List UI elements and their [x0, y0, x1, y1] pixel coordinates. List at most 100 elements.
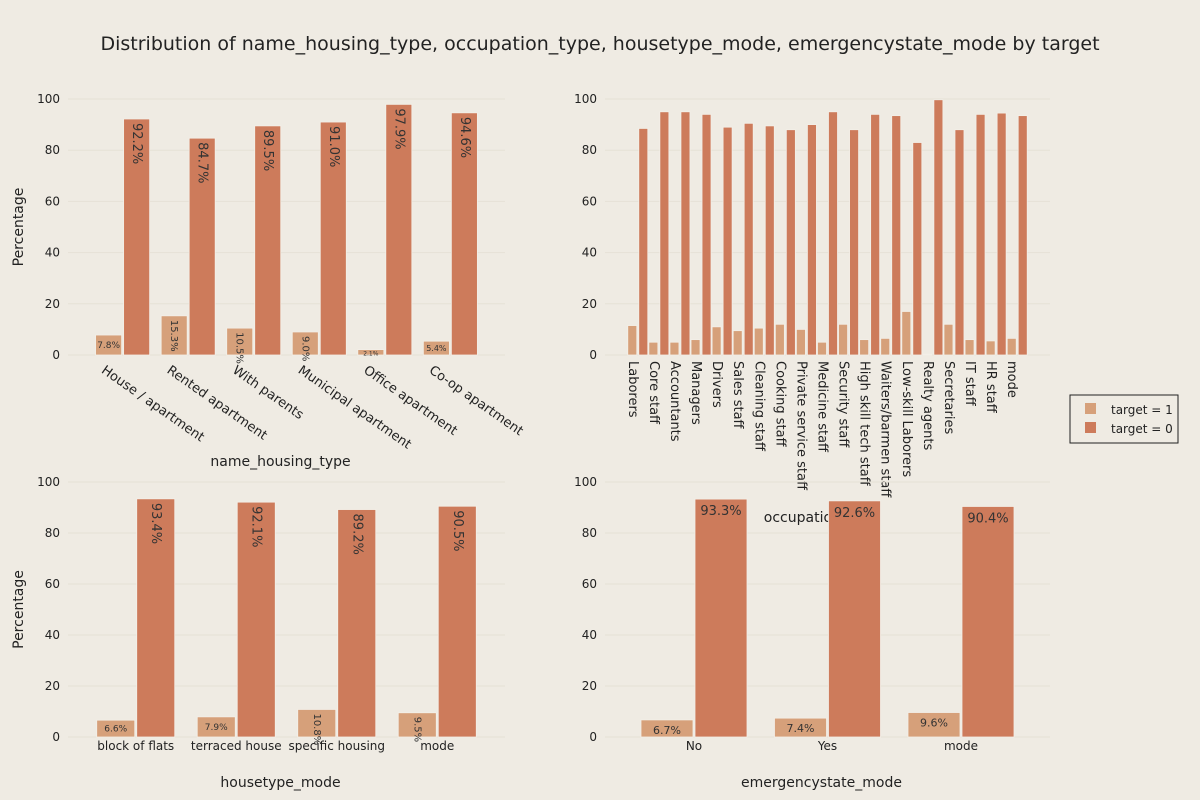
x-tick-label: HR staff — [983, 361, 998, 414]
data-label: 2.1% — [363, 350, 379, 357]
bar-target-0 — [236, 501, 276, 738]
legend-label-target-1: target = 1 — [1111, 403, 1173, 417]
data-label: 5.4% — [426, 344, 447, 353]
x-tick-label: Core staff — [646, 361, 661, 425]
data-label: 92.2% — [129, 123, 144, 164]
bar-target-1 — [291, 331, 319, 356]
data-label: 10.5% — [234, 332, 245, 364]
y-axis-title: Percentage — [11, 188, 27, 267]
bar-target-1 — [648, 341, 659, 356]
data-label: 92.1% — [249, 506, 264, 547]
data-label: 9.0% — [299, 336, 310, 361]
x-axis-title: name_housing_type — [210, 454, 350, 470]
legend-label-target-0: target = 0 — [1111, 422, 1173, 436]
y-tick-label: 40 — [582, 246, 597, 260]
bar-target-0 — [954, 129, 965, 356]
data-label: 15.3% — [168, 320, 179, 352]
bar-target-1 — [922, 353, 933, 356]
bar-target-1 — [226, 327, 254, 356]
y-tick-label: 60 — [582, 577, 597, 591]
x-tick-label: Waiters/barmen staff — [878, 361, 893, 498]
y-tick-label: 100 — [37, 475, 60, 489]
bar-target-1 — [838, 323, 848, 356]
x-tick-label: Laborers — [625, 361, 640, 418]
y-tick-label: 0 — [52, 348, 60, 362]
bar-target-0 — [870, 113, 881, 356]
y-tick-label: 60 — [582, 194, 597, 208]
bar-target-0 — [807, 124, 817, 356]
y-tick-label: 100 — [574, 475, 597, 489]
bar-target-0 — [188, 137, 216, 356]
x-tick-label: Secretaries — [941, 361, 956, 434]
bar-target-0 — [450, 112, 478, 356]
bar-target-0 — [764, 125, 775, 356]
legend-swatch-target-1 — [1085, 403, 1096, 414]
y-tick-label: 0 — [589, 348, 597, 362]
bar-target-1 — [669, 341, 680, 356]
bar-target-0 — [828, 500, 881, 738]
bar-target-0 — [785, 129, 796, 356]
x-tick-label: Sales staff — [730, 361, 745, 430]
y-tick-label: 80 — [582, 526, 597, 540]
x-tick-label: Low-skill Laborers — [899, 361, 914, 477]
bar-target-1 — [196, 716, 236, 738]
bar-target-1 — [907, 712, 961, 738]
data-label: 7.4% — [787, 722, 815, 735]
bar-target-0 — [638, 128, 649, 356]
y-tick-label: 20 — [45, 297, 60, 311]
x-tick-label: Cleaning staff — [751, 361, 766, 452]
y-tick-label: 60 — [45, 577, 60, 591]
x-tick-label: specific housing — [288, 739, 385, 753]
bar-target-1 — [690, 339, 701, 356]
y-tick-label: 40 — [45, 246, 60, 260]
data-label: 97.9% — [391, 108, 406, 149]
data-label: 10.8% — [311, 713, 322, 745]
bar-target-1 — [901, 311, 912, 356]
bar-target-0 — [385, 103, 413, 356]
bar-target-1 — [160, 315, 188, 356]
data-label: 7.9% — [205, 723, 228, 733]
x-tick-label: Cooking staff — [772, 361, 787, 448]
y-axis-title: Percentage — [11, 570, 27, 649]
bar-target-1 — [95, 334, 123, 356]
x-tick-label: High skill tech staff — [857, 361, 872, 487]
subplot-occupation_type: 0 20 40 60 80 100 Laborers Core staff Accountant… — [574, 92, 1050, 526]
x-tick-label: Yes — [817, 739, 837, 753]
y-tick-label: 100 — [574, 92, 597, 106]
chart-title: Distribution of name_housing_type, occup… — [100, 33, 1099, 55]
y-tick-label: 20 — [45, 679, 60, 693]
y-tick-label: 0 — [589, 730, 597, 744]
x-tick-label: Drivers — [709, 361, 724, 408]
y-tick-label: 80 — [45, 143, 60, 157]
data-label: 93.3% — [700, 504, 741, 519]
bar-target-0 — [337, 509, 377, 738]
x-tick-label: IT staff — [962, 361, 977, 407]
x-axis-title: emergencystate_mode — [741, 775, 902, 791]
y-tick-label: 0 — [52, 730, 60, 744]
x-axis-title: housetype_mode — [220, 775, 340, 791]
data-label: 84.7% — [195, 142, 210, 183]
x-tick-label: Managers — [688, 361, 703, 425]
bar-target-1 — [297, 709, 337, 738]
data-label: 92.6% — [834, 506, 875, 521]
data-label: 90.5% — [450, 510, 465, 551]
bar-target-0 — [319, 121, 347, 356]
bar-target-1 — [1006, 337, 1017, 356]
data-label: 93.4% — [148, 503, 163, 544]
y-tick-label: 100 — [37, 92, 60, 106]
data-label: 9.6% — [920, 717, 948, 730]
bar-target-0 — [722, 126, 733, 356]
legend: target = 1 target = 0 — [1069, 394, 1179, 444]
bar-target-0 — [975, 113, 986, 356]
bar-target-1 — [422, 340, 450, 356]
x-tick-label: Medicine staff — [815, 361, 830, 453]
bar-target-0 — [912, 142, 923, 356]
bar-target-1 — [753, 327, 764, 356]
bar-target-1 — [964, 339, 975, 356]
y-tick-label: 20 — [582, 679, 597, 693]
data-label: 6.7% — [653, 724, 681, 737]
subplot-housetype_mode: 0 20 40 60 80 100 6.6% 93.4% block of flats 7.9% 9… — [11, 475, 505, 791]
x-tick-label: Accountants — [667, 361, 682, 442]
bar-target-0 — [659, 111, 670, 356]
legend-swatch-target-0 — [1085, 422, 1096, 433]
